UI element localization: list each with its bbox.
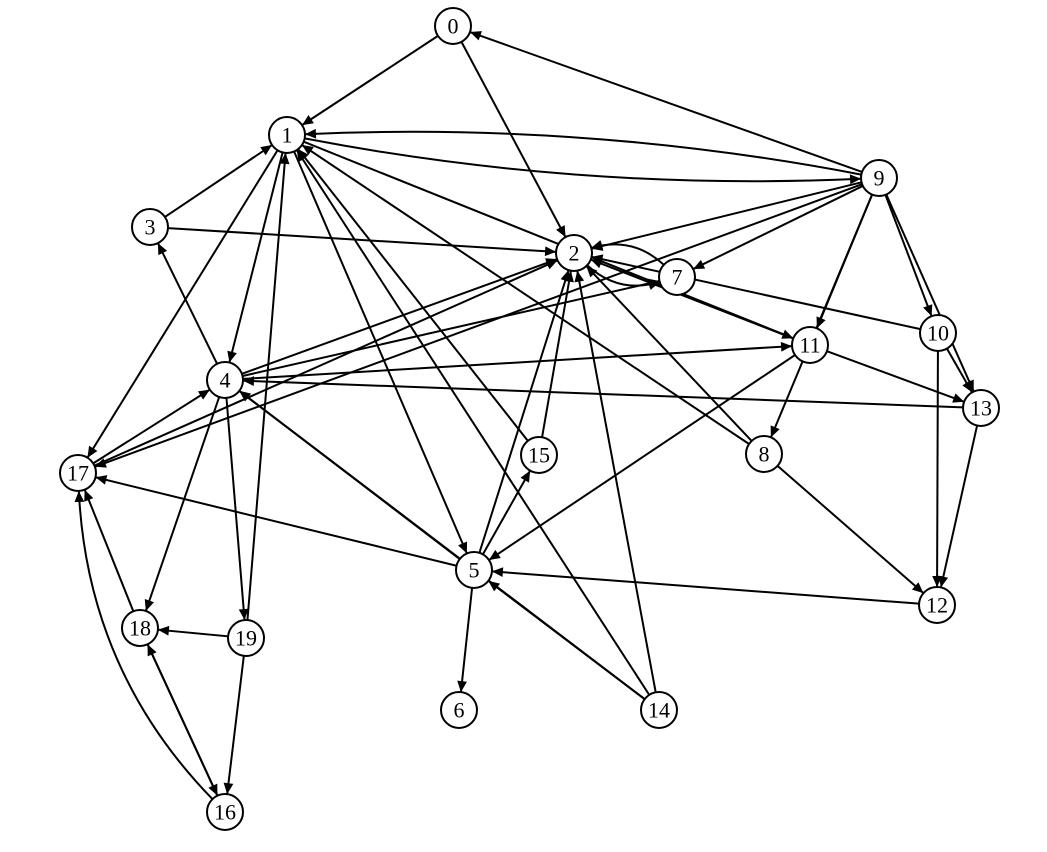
edge-9-7 bbox=[693, 186, 863, 269]
node-4: 4 bbox=[207, 362, 243, 398]
node-label-12: 12 bbox=[926, 593, 948, 618]
arrowhead-15 bbox=[87, 446, 97, 458]
edge-11-13 bbox=[827, 351, 964, 402]
edge-9-10 bbox=[885, 195, 931, 316]
edge-0-1 bbox=[302, 36, 438, 125]
node-label-6: 6 bbox=[454, 698, 465, 723]
edge-5-17 bbox=[95, 477, 456, 565]
arrowhead-39 bbox=[952, 393, 964, 402]
edge-9-2 bbox=[591, 182, 861, 248]
edge-10-12 bbox=[937, 351, 938, 587]
node-8: 8 bbox=[746, 436, 782, 472]
edge-13-12 bbox=[941, 426, 977, 588]
node-7: 7 bbox=[659, 259, 695, 295]
node-13: 13 bbox=[963, 390, 999, 426]
node-label-15: 15 bbox=[528, 443, 550, 468]
edge-9-0 bbox=[470, 32, 862, 172]
node-5: 5 bbox=[456, 552, 492, 588]
arrowhead-40 bbox=[492, 567, 503, 577]
arrowhead-16 bbox=[260, 145, 272, 155]
arrowhead-12 bbox=[227, 351, 236, 363]
arrowhead-28 bbox=[95, 475, 107, 485]
arrowhead-23 bbox=[145, 599, 154, 611]
node-label-19: 19 bbox=[235, 626, 257, 651]
node-label-14: 14 bbox=[648, 698, 670, 723]
arrowhead-37 bbox=[591, 259, 603, 268]
edge-19-16 bbox=[227, 656, 244, 794]
node-label-18: 18 bbox=[129, 616, 151, 641]
network-graph: 012345678910111213141516171819 bbox=[0, 0, 1047, 852]
arrowhead-7 bbox=[923, 304, 932, 316]
node-2: 2 bbox=[556, 235, 592, 271]
node-label-11: 11 bbox=[799, 333, 820, 358]
node-6: 6 bbox=[441, 692, 477, 728]
edge-4-7 bbox=[243, 281, 660, 376]
edge-14-1 bbox=[297, 150, 649, 695]
edge-0-2 bbox=[461, 42, 565, 237]
edge-1-5 bbox=[294, 152, 467, 554]
node-15: 15 bbox=[521, 437, 557, 473]
node-11: 11 bbox=[792, 327, 828, 363]
edge-9-13 bbox=[886, 194, 973, 391]
arrowhead-44 bbox=[574, 271, 584, 283]
node-label-1: 1 bbox=[282, 123, 293, 148]
arrowhead-0 bbox=[302, 115, 314, 125]
node-9: 9 bbox=[861, 160, 897, 196]
node-label-3: 3 bbox=[145, 215, 156, 240]
node-14: 14 bbox=[641, 692, 677, 728]
node-12: 12 bbox=[919, 587, 955, 623]
arrowhead-42 bbox=[939, 576, 949, 588]
arrowhead-21 bbox=[781, 342, 792, 352]
node-label-16: 16 bbox=[214, 800, 236, 825]
node-label-0: 0 bbox=[448, 14, 459, 39]
node-3: 3 bbox=[132, 209, 168, 245]
arrowhead-17 bbox=[545, 246, 556, 256]
node-19: 19 bbox=[228, 620, 264, 656]
node-17: 17 bbox=[60, 455, 96, 491]
edge-5-15 bbox=[483, 471, 530, 555]
node-label-13: 13 bbox=[970, 396, 992, 421]
edge-10-2 bbox=[592, 257, 921, 329]
edge-8-12 bbox=[778, 466, 924, 593]
edge-1-17 bbox=[87, 150, 277, 457]
edges-layer bbox=[74, 31, 977, 799]
node-10: 10 bbox=[920, 315, 956, 351]
node-label-17: 17 bbox=[67, 461, 89, 486]
edge-15-1 bbox=[298, 149, 528, 441]
arrowhead-38 bbox=[489, 550, 501, 560]
arrowhead-2 bbox=[470, 31, 482, 40]
node-18: 18 bbox=[122, 610, 158, 646]
edge-3-1 bbox=[165, 145, 272, 217]
node-1: 1 bbox=[269, 117, 305, 153]
edge-14-2 bbox=[577, 271, 655, 693]
edge-17-4 bbox=[93, 390, 210, 464]
edge-17-2 bbox=[94, 260, 557, 465]
node-label-10: 10 bbox=[927, 321, 949, 346]
node-label-8: 8 bbox=[759, 442, 770, 467]
arrowhead-51 bbox=[198, 390, 210, 400]
node-label-9: 9 bbox=[874, 166, 885, 191]
edge-14-4 bbox=[239, 391, 644, 699]
node-label-5: 5 bbox=[469, 558, 480, 583]
edge-18-16 bbox=[148, 644, 218, 795]
edge-19-1 bbox=[247, 153, 285, 620]
node-label-4: 4 bbox=[220, 368, 231, 393]
arrowhead-57 bbox=[224, 783, 234, 794]
edge-13-4 bbox=[243, 381, 963, 408]
edge-12-5 bbox=[492, 571, 919, 603]
node-0: 0 bbox=[435, 8, 471, 44]
edge-5-6 bbox=[461, 588, 472, 692]
edge-18-17 bbox=[85, 490, 134, 612]
node-16: 16 bbox=[207, 794, 243, 830]
node-label-7: 7 bbox=[672, 265, 683, 290]
node-label-2: 2 bbox=[569, 241, 580, 266]
